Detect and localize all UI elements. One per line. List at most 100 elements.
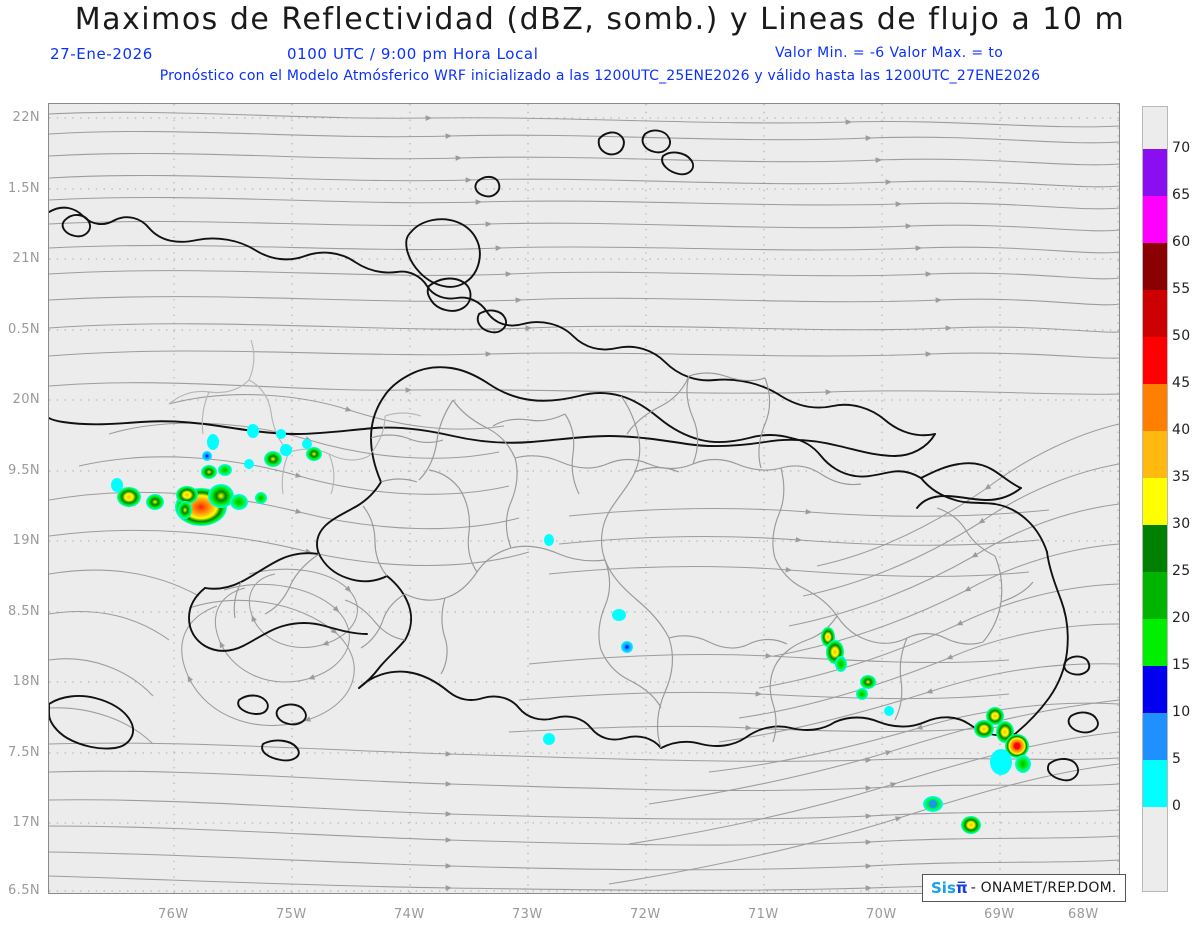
- province-boundaries-layer: [168, 339, 1034, 749]
- echo-blob: [202, 451, 212, 461]
- echo-blob: [178, 501, 192, 519]
- y-tick-label: 19N: [12, 533, 40, 548]
- echo-blob: [990, 749, 1012, 775]
- map-canvas: [49, 104, 1119, 893]
- y-tick-label: 22N: [12, 110, 40, 125]
- colorbar-tick: 60: [1172, 234, 1191, 250]
- echo-blob: [306, 447, 322, 461]
- y-tick-label: 6.5N: [8, 883, 40, 898]
- echo-blob: [207, 434, 219, 450]
- echo-blob: [302, 439, 312, 449]
- colorbar-tick: 25: [1172, 563, 1191, 579]
- x-tick-label: 72W: [630, 907, 661, 922]
- echo-blob: [1005, 734, 1029, 758]
- y-tick-label: 0.5N: [8, 322, 40, 337]
- echo-blob: [255, 492, 267, 504]
- x-tick-label: 68W: [1068, 907, 1099, 922]
- y-tick-label: 17N: [12, 815, 40, 830]
- x-tick-label: 76W: [158, 907, 189, 922]
- x-tick-label: 70W: [866, 907, 897, 922]
- echo-blob: [860, 675, 876, 689]
- colorbar-band-25: [1143, 572, 1167, 619]
- colorbar: [1142, 106, 1168, 892]
- echo-blob: [117, 487, 141, 507]
- echo-blob: [218, 464, 232, 476]
- echo-blob: [884, 706, 894, 716]
- colorbar-band-60: [1143, 243, 1167, 290]
- colorbar-tick: 20: [1172, 610, 1191, 626]
- colorbar-band-45: [1143, 384, 1167, 431]
- x-tick-label: 75W: [276, 907, 307, 922]
- logo-brand-tt: π̅: [955, 879, 968, 897]
- radar-echo-layer: [111, 424, 1031, 834]
- colorbar-band-35: [1143, 478, 1167, 525]
- colorbar-tick: 5: [1172, 751, 1182, 767]
- agency-logo: Sis π̅ - ONAMET/REP.DOM.: [922, 874, 1126, 902]
- colorbar-tick: 0: [1172, 798, 1182, 814]
- echo-blob: [276, 429, 286, 439]
- forecast-time: 0100 UTC / 9:00 pm Hora Local: [287, 45, 539, 63]
- map-plot-area: [48, 103, 1120, 894]
- echo-blob: [612, 609, 626, 621]
- colorbar-band-70: [1143, 149, 1167, 196]
- colorbar-tick: 45: [1172, 375, 1191, 391]
- colorbar-tick: 35: [1172, 469, 1191, 485]
- echo-blob: [208, 484, 234, 508]
- echo-blob: [544, 534, 554, 546]
- echo-core: [929, 800, 937, 808]
- colorbar-band-bottom: [1143, 807, 1167, 889]
- y-tick-label: 7.5N: [8, 745, 40, 760]
- echo-blob: [176, 486, 198, 504]
- x-tick-label: 69W: [984, 907, 1015, 922]
- echo-blob: [264, 451, 282, 467]
- colorbar-band-55: [1143, 290, 1167, 337]
- echo-blob: [835, 656, 847, 672]
- echo-blob: [146, 494, 164, 510]
- echo-blob: [280, 444, 292, 456]
- colorbar-tick: 15: [1172, 657, 1191, 673]
- colorbar-tick: 30: [1172, 516, 1191, 532]
- colorbar-tick: 55: [1172, 281, 1191, 297]
- echo-blob: [230, 494, 248, 510]
- colorbar-band-10: [1143, 713, 1167, 760]
- echo-blob: [856, 688, 868, 700]
- echo-blob: [244, 459, 254, 469]
- logo-agency-name: - ONAMET/REP.DOM.: [970, 880, 1117, 896]
- colorbar-band-20: [1143, 619, 1167, 666]
- colorbar-band-5: [1143, 760, 1167, 807]
- x-tick-label: 73W: [512, 907, 543, 922]
- colorbar-tick: 65: [1172, 187, 1191, 203]
- colorbar-band-30: [1143, 525, 1167, 572]
- y-tick-label: 21N: [12, 251, 40, 266]
- colorbar-tick: 70: [1172, 140, 1191, 156]
- colorbar-band-65: [1143, 196, 1167, 243]
- echo-blob: [247, 424, 259, 438]
- colorbar-band-top: [1143, 107, 1167, 149]
- echo-blob: [111, 478, 123, 492]
- page-title: Maximos de Reflectividad (dBZ, somb.) y …: [74, 2, 1126, 37]
- y-tick-label: 20N: [12, 392, 40, 407]
- echo-blob: [543, 733, 555, 745]
- colorbar-tick: 10: [1172, 704, 1191, 720]
- value-range-label: Valor Min. = -6 Valor Max. = to: [775, 45, 1004, 61]
- logo-brand-sis: Sis: [931, 879, 956, 897]
- forecast-date: 27-Ene-2026: [50, 45, 153, 63]
- echo-blob: [974, 720, 994, 738]
- echo-blob: [961, 816, 981, 834]
- x-tick-label: 74W: [394, 907, 425, 922]
- colorbar-band-40: [1143, 431, 1167, 478]
- y-tick-label: 1.5N: [8, 181, 40, 196]
- x-tick-label: 71W: [748, 907, 779, 922]
- y-tick-label: 8.5N: [8, 604, 40, 619]
- subtitle-row: 27-Ene-2026 0100 UTC / 9:00 pm Hora Loca…: [0, 45, 1200, 67]
- echo-blob: [621, 641, 633, 653]
- model-description: Pronóstico con el Modelo Atmósferico WRF…: [159, 68, 1041, 84]
- echo-blob: [1015, 755, 1031, 773]
- colorbar-tick: 50: [1172, 328, 1191, 344]
- y-tick-label: 9.5N: [8, 463, 40, 478]
- y-tick-label: 18N: [12, 674, 40, 689]
- colorbar-band-15: [1143, 666, 1167, 713]
- colorbar-band-50: [1143, 337, 1167, 384]
- echo-blob: [201, 465, 217, 479]
- echo-blob: [986, 707, 1004, 725]
